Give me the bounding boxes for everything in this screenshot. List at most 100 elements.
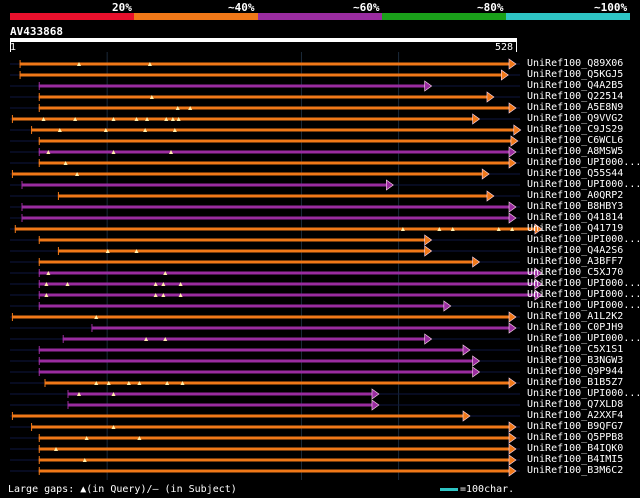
hit-label[interactable]: UniRef100_Q9P944 (527, 366, 624, 377)
hit-bar[interactable] (38, 271, 536, 275)
hit-arrowhead (371, 388, 380, 400)
hit-bar[interactable] (57, 194, 488, 198)
hit-label[interactable]: UniRef100_C0PJH9 (527, 322, 624, 333)
query-gap-mark (44, 293, 49, 297)
hit-bar[interactable] (38, 84, 426, 88)
hit-label[interactable]: UniRef100_C5XJ70 (527, 267, 624, 278)
hit-bar[interactable] (38, 447, 510, 451)
hit-label[interactable]: UniRef100_B8HBY3 (527, 201, 624, 212)
hit-label[interactable]: UniRef100_B3NGW3 (527, 355, 624, 366)
hit-bar[interactable] (38, 359, 474, 363)
hit-start-tick (31, 126, 33, 134)
hit-label[interactable]: UniRef100_UPI000... (527, 388, 640, 399)
query-gap-mark (65, 282, 70, 286)
hit-bar[interactable] (38, 150, 510, 154)
hit-bar[interactable] (67, 392, 373, 396)
hit-label[interactable]: UniRef100_Q41719 (527, 223, 624, 234)
hit-start-tick (11, 412, 13, 420)
hit-label[interactable]: UniRef100_UPI000... (527, 179, 640, 190)
hit-start-tick (38, 291, 40, 299)
hit-label[interactable]: UniRef100_Q89X06 (527, 58, 624, 69)
hit-arrowhead (424, 333, 433, 345)
hit-bar[interactable] (38, 139, 512, 143)
hit-bar[interactable] (31, 128, 515, 132)
hit-label[interactable]: UniRef100_UPI000... (527, 289, 640, 300)
hit-bar[interactable] (21, 183, 388, 187)
hit-label[interactable]: UniRef100_A5E8N9 (527, 102, 624, 113)
hit-arrowhead (472, 113, 481, 125)
hit-label[interactable]: UniRef100_C6WCL6 (527, 135, 624, 146)
hit-arrowhead (508, 443, 517, 455)
hit-label[interactable]: UniRef100_B1B5Z7 (527, 377, 624, 388)
hit-label[interactable]: UniRef100_Q7XLD8 (527, 399, 624, 410)
hit-bar[interactable] (38, 304, 445, 308)
hit-bar[interactable] (11, 117, 474, 121)
hit-label[interactable]: UniRef100_Q41814 (527, 212, 624, 223)
hit-bar[interactable] (91, 326, 510, 330)
hit-bar[interactable] (38, 161, 510, 165)
hit-bar[interactable] (38, 106, 510, 110)
hit-bar[interactable] (11, 172, 484, 176)
query-gap-mark (450, 227, 455, 231)
hit-label[interactable]: UniRef100_A2XXF4 (527, 410, 624, 421)
hit-bar[interactable] (11, 414, 465, 418)
hit-bar[interactable] (38, 348, 464, 352)
hit-bar[interactable] (38, 260, 474, 264)
hit-bar[interactable] (11, 315, 511, 319)
hit-bar[interactable] (38, 293, 536, 297)
hit-label[interactable]: UniRef100_Q4A2S6 (527, 245, 624, 256)
hit-label[interactable]: UniRef100_UPI000... (527, 157, 640, 168)
hit-bar[interactable] (44, 381, 511, 385)
hit-label[interactable]: UniRef100_A0QRP2 (527, 190, 624, 201)
hit-bar[interactable] (19, 73, 503, 77)
hit-label[interactable]: UniRef100_Q22514 (527, 91, 624, 102)
hit-label[interactable]: UniRef100_B3M6C2 (527, 465, 624, 476)
hit-bar[interactable] (38, 95, 488, 99)
hit-bar[interactable] (62, 337, 426, 341)
query-gap-mark (178, 293, 183, 297)
hit-label[interactable]: UniRef100_B4IMI5 (527, 454, 624, 465)
hit-label[interactable]: UniRef100_C5X1S1 (527, 344, 624, 355)
hit-bar[interactable] (31, 425, 510, 429)
hit-bar[interactable] (57, 249, 426, 253)
hit-start-tick (38, 467, 40, 475)
hit-label[interactable]: UniRef100_B4IQK0 (527, 443, 624, 454)
hit-label[interactable]: UniRef100_UPI000... (527, 300, 640, 311)
hit-bar[interactable] (19, 62, 510, 66)
hit-label[interactable]: UniRef100_A8MSW5 (527, 146, 624, 157)
hit-label[interactable]: UniRef100_C9JS29 (527, 124, 624, 135)
hit-start-tick (38, 236, 40, 244)
hit-label[interactable]: UniRef100_UPI000... (527, 333, 640, 344)
hit-bar[interactable] (38, 436, 510, 440)
hit-arrowhead (508, 212, 517, 224)
query-gap-mark (103, 128, 108, 132)
hit-bar[interactable] (67, 403, 373, 407)
hit-label[interactable]: UniRef100_A3BFF7 (527, 256, 624, 267)
query-gap-mark (176, 117, 181, 121)
query-gap-mark (169, 150, 173, 154)
query-ruler (10, 38, 517, 42)
hit-bar[interactable] (21, 205, 511, 209)
hit-arrowhead (424, 80, 433, 92)
hit-bar[interactable] (38, 469, 510, 473)
query-gap-mark (111, 150, 116, 154)
hit-label[interactable]: UniRef100_B9QFG7 (527, 421, 624, 432)
hit-bar[interactable] (38, 238, 426, 242)
hit-bar[interactable] (38, 370, 474, 374)
hit-bar[interactable] (38, 282, 536, 286)
hit-bar[interactable] (38, 458, 510, 462)
legend-segment-purple (258, 13, 382, 20)
hit-label[interactable]: UniRef100_UPI000... (527, 278, 640, 289)
query-gap-mark (164, 117, 169, 121)
hit-label[interactable]: UniRef100_A1L2K2 (527, 311, 624, 322)
hit-label[interactable]: UniRef100_Q4A2B5 (527, 80, 624, 91)
hit-arrowhead (371, 399, 380, 411)
hit-label[interactable]: UniRef100_Q5KGJ5 (527, 69, 624, 80)
hit-bar[interactable] (14, 227, 536, 231)
hit-label[interactable]: UniRef100_UPI000... (527, 234, 640, 245)
hit-bar[interactable] (21, 216, 511, 220)
query-name: AV433868 (10, 25, 63, 38)
hit-label[interactable]: UniRef100_Q9VVG2 (527, 113, 624, 124)
hit-label[interactable]: UniRef100_Q55S44 (527, 168, 624, 179)
hit-label[interactable]: UniRef100_Q5PPB8 (527, 432, 624, 443)
